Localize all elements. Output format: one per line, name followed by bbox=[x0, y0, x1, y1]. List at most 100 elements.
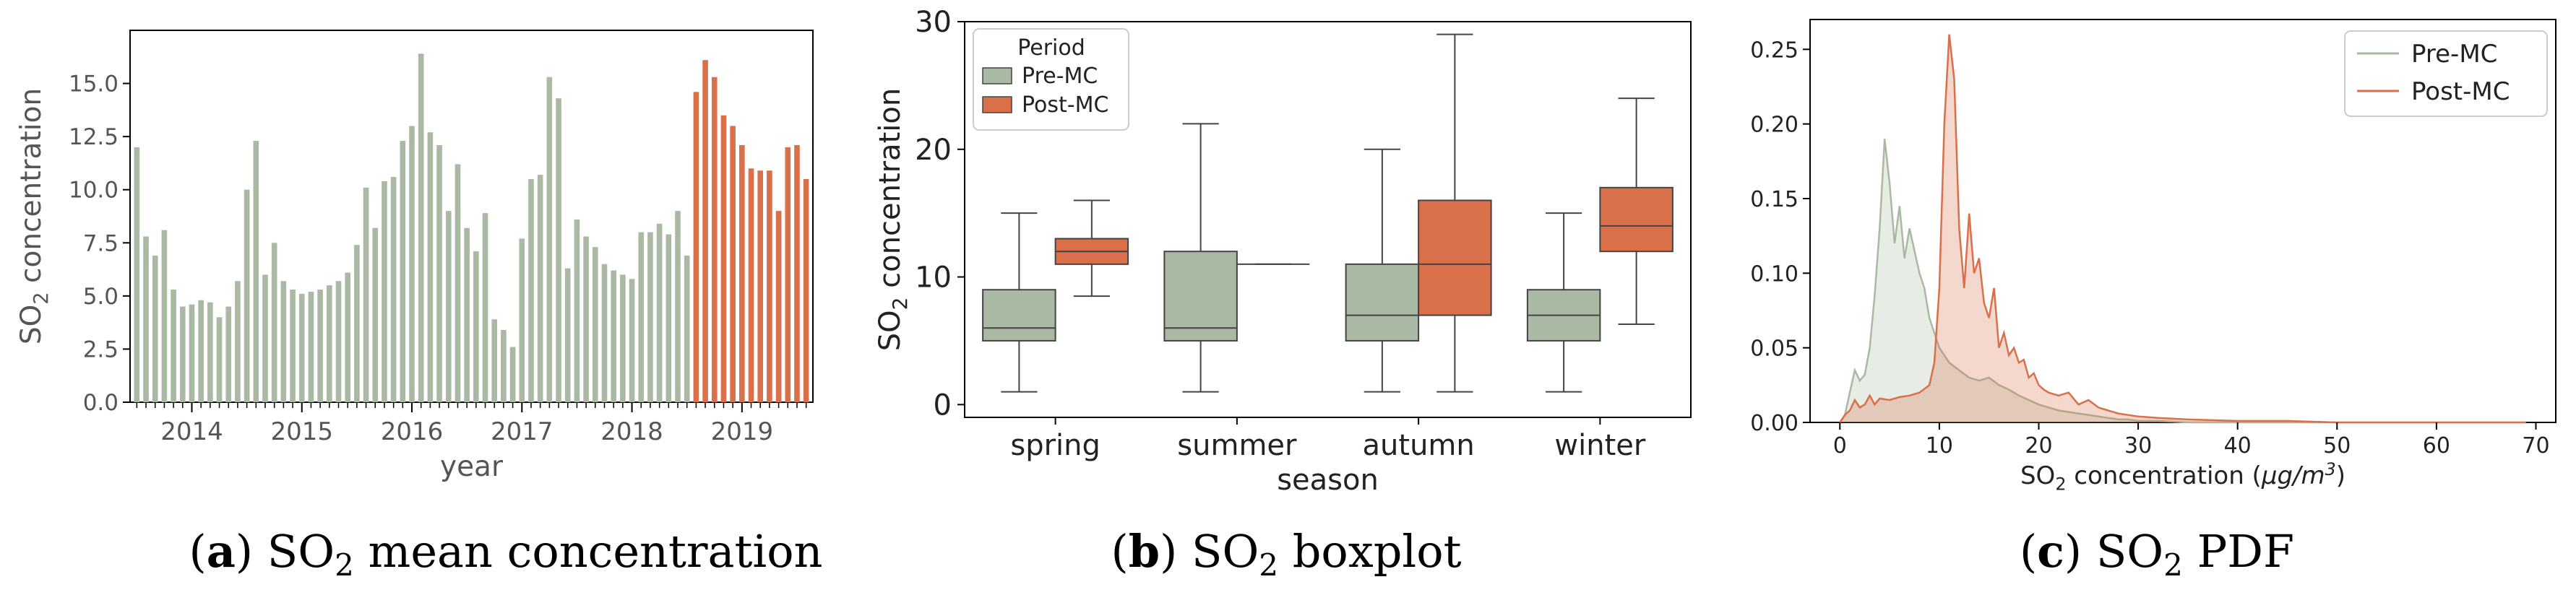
bar bbox=[509, 347, 516, 402]
caption-b: (b) SO2 boxplot bbox=[1111, 525, 1462, 583]
x-tick-label: 70 bbox=[2522, 433, 2549, 459]
x-tick-label: 60 bbox=[2423, 433, 2450, 459]
axes-frame bbox=[129, 30, 814, 403]
x-tick-label: 2018 bbox=[600, 417, 663, 446]
bar bbox=[382, 181, 387, 402]
x-tick-label: 10 bbox=[1926, 433, 1953, 459]
caption-a: (a) SO2 mean concentration bbox=[189, 525, 823, 583]
bar bbox=[317, 290, 323, 402]
bar bbox=[546, 77, 553, 403]
bar bbox=[711, 77, 718, 403]
bar bbox=[409, 126, 415, 402]
bar bbox=[739, 144, 745, 402]
bar bbox=[593, 247, 598, 402]
bar bbox=[262, 274, 268, 402]
bar bbox=[308, 291, 314, 402]
legend: Period Pre-MC Post-MC bbox=[973, 28, 1129, 131]
bar bbox=[372, 227, 379, 402]
bar bbox=[335, 281, 342, 402]
y-tick-label: 20 bbox=[915, 134, 952, 167]
bar bbox=[675, 211, 681, 402]
bar bbox=[464, 227, 470, 402]
bar bbox=[693, 92, 699, 402]
bar bbox=[748, 168, 754, 403]
x-tick-label: 2014 bbox=[160, 417, 223, 446]
legend-swatch bbox=[982, 96, 1012, 113]
post-mc-line bbox=[1839, 34, 2526, 424]
x-tick-label: 20 bbox=[2025, 433, 2052, 459]
bar bbox=[491, 319, 498, 402]
bar bbox=[189, 304, 195, 402]
bar bbox=[280, 281, 287, 402]
bar bbox=[564, 268, 571, 402]
y-tick-label: 10.0 bbox=[69, 178, 119, 204]
y-tick-label: 5.0 bbox=[83, 284, 119, 310]
bar bbox=[629, 279, 635, 402]
bar bbox=[290, 290, 296, 402]
axes-frame bbox=[964, 21, 1692, 418]
bar bbox=[455, 164, 461, 402]
y-tick-label: 30 bbox=[915, 6, 952, 39]
bar bbox=[702, 60, 708, 402]
x-axis-label: SO2 concentration (μg/m3) bbox=[2020, 459, 2345, 494]
bar bbox=[253, 141, 259, 402]
bar bbox=[216, 317, 223, 402]
bar bbox=[767, 170, 772, 403]
bar bbox=[298, 293, 305, 402]
legend-title: Period bbox=[1017, 35, 1085, 61]
x-tick-label: 30 bbox=[2124, 433, 2152, 459]
bar bbox=[647, 232, 653, 402]
x-tick-label: 0 bbox=[1833, 433, 1847, 459]
bar bbox=[363, 187, 369, 402]
box bbox=[982, 289, 1056, 342]
legend: Pre-MC Post-MC bbox=[2344, 30, 2548, 117]
y-tick-label: 7.5 bbox=[83, 230, 119, 256]
bar bbox=[161, 230, 168, 402]
bar bbox=[611, 270, 616, 402]
bar bbox=[207, 302, 213, 402]
bar bbox=[620, 274, 626, 402]
bar bbox=[757, 170, 764, 403]
bar bbox=[225, 306, 232, 402]
bar bbox=[327, 285, 332, 402]
y-tick-label: 0.15 bbox=[1750, 187, 1799, 212]
bar bbox=[134, 147, 140, 403]
bar bbox=[436, 144, 442, 402]
x-tick-label: 40 bbox=[2224, 433, 2252, 459]
bar bbox=[528, 179, 534, 402]
y-tick-label: 2.5 bbox=[83, 336, 119, 362]
bar bbox=[556, 98, 561, 403]
bar bbox=[482, 213, 488, 402]
bar bbox=[427, 132, 434, 402]
bar bbox=[684, 255, 690, 402]
x-tick-label: 2017 bbox=[491, 417, 553, 446]
bar bbox=[720, 115, 727, 402]
y-tick-label: 0.25 bbox=[1750, 38, 1799, 63]
legend-entry: Post-MC bbox=[1022, 92, 1108, 118]
bar bbox=[803, 179, 809, 402]
box bbox=[1345, 263, 1420, 342]
y-tick-label: 0 bbox=[934, 388, 952, 422]
bar bbox=[583, 236, 589, 402]
x-tick-label: spring bbox=[1010, 429, 1100, 462]
legend-entry: Post-MC bbox=[2411, 77, 2510, 106]
x-tick-label: autumn bbox=[1363, 429, 1475, 462]
bar bbox=[665, 234, 672, 402]
bar bbox=[501, 329, 507, 402]
panel-c-pdf-chart: 0 10 20 30 40 50 60 70 0.00 0.05 0.10 0.15 0.20 0.25 S… bbox=[1750, 19, 2556, 495]
bar bbox=[271, 243, 277, 402]
legend-swatch bbox=[982, 67, 1012, 84]
y-tick-label: 0.00 bbox=[1750, 411, 1799, 436]
bar bbox=[601, 264, 608, 402]
bar bbox=[785, 147, 791, 403]
bar bbox=[638, 232, 645, 402]
bar bbox=[152, 255, 158, 402]
bar bbox=[390, 177, 397, 402]
box bbox=[1163, 251, 1238, 342]
x-tick-label: 2019 bbox=[711, 417, 774, 446]
box bbox=[1599, 186, 1673, 253]
y-axis-label: SO2 concentration bbox=[874, 88, 912, 351]
x-tick-label: summer bbox=[1177, 429, 1297, 462]
bar bbox=[519, 238, 525, 402]
